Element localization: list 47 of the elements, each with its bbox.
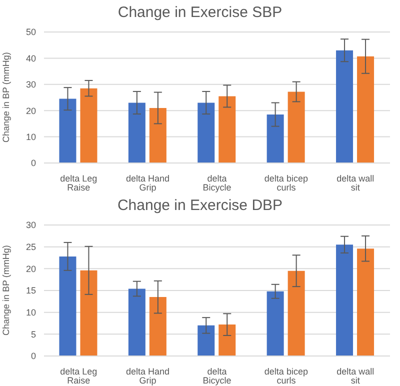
bar bbox=[357, 56, 374, 163]
bar bbox=[336, 50, 354, 163]
x-tick-label: delta bicep curls bbox=[264, 366, 308, 386]
y-tick-label: 40 bbox=[26, 53, 36, 64]
bar bbox=[128, 288, 146, 356]
bar bbox=[149, 108, 166, 163]
y-axis-title: Change in BP (mmHg) bbox=[1, 245, 12, 336]
x-tick-label: delta Leg Raise bbox=[60, 366, 98, 386]
bar bbox=[288, 92, 305, 163]
bar bbox=[288, 270, 305, 356]
chart-title: Change in Exercise DBP bbox=[116, 197, 284, 214]
bar bbox=[198, 325, 215, 356]
y-tick-label: 30 bbox=[26, 220, 36, 230]
y-tick-label: 10 bbox=[26, 132, 36, 142]
bar bbox=[128, 102, 146, 163]
y-tick-label: 10 bbox=[26, 308, 36, 318]
x-tick-label: delta bicep curls bbox=[264, 173, 308, 192]
y-tick-label: 0 bbox=[30, 351, 36, 362]
chart-title: Change in Exercise SBP bbox=[116, 4, 284, 21]
bar bbox=[336, 244, 354, 356]
bar bbox=[218, 324, 236, 356]
x-tick-label: delta Bicycle bbox=[202, 173, 232, 192]
y-axis-title: Change in BP (mmHg) bbox=[1, 52, 12, 142]
y-tick-label: 0 bbox=[30, 158, 36, 168]
y-tick-label: 20 bbox=[26, 106, 36, 116]
bar bbox=[59, 98, 76, 163]
x-tick-label: delta wall sit bbox=[336, 173, 374, 192]
bar bbox=[266, 114, 284, 163]
bar bbox=[218, 96, 236, 163]
x-tick-label: delta Leg Raise bbox=[60, 173, 98, 192]
x-tick-label: delta wall sit bbox=[336, 366, 374, 386]
y-tick-label: 20 bbox=[26, 264, 36, 274]
y-tick-label: 15 bbox=[26, 286, 36, 296]
y-tick-label: 5 bbox=[30, 329, 36, 340]
bar bbox=[80, 270, 98, 356]
bar bbox=[266, 291, 284, 356]
x-tick-label: delta Bicycle bbox=[202, 366, 232, 386]
bar bbox=[59, 256, 76, 356]
bar bbox=[149, 297, 166, 356]
x-tick-label: delta Hand Grip bbox=[126, 173, 170, 192]
y-tick-label: 50 bbox=[26, 27, 36, 38]
bar bbox=[198, 102, 215, 163]
y-tick-label: 25 bbox=[26, 242, 36, 252]
bar bbox=[357, 248, 374, 356]
bar bbox=[80, 88, 98, 163]
y-tick-label: 30 bbox=[26, 80, 36, 90]
x-tick-label: delta Hand Grip bbox=[126, 366, 170, 386]
